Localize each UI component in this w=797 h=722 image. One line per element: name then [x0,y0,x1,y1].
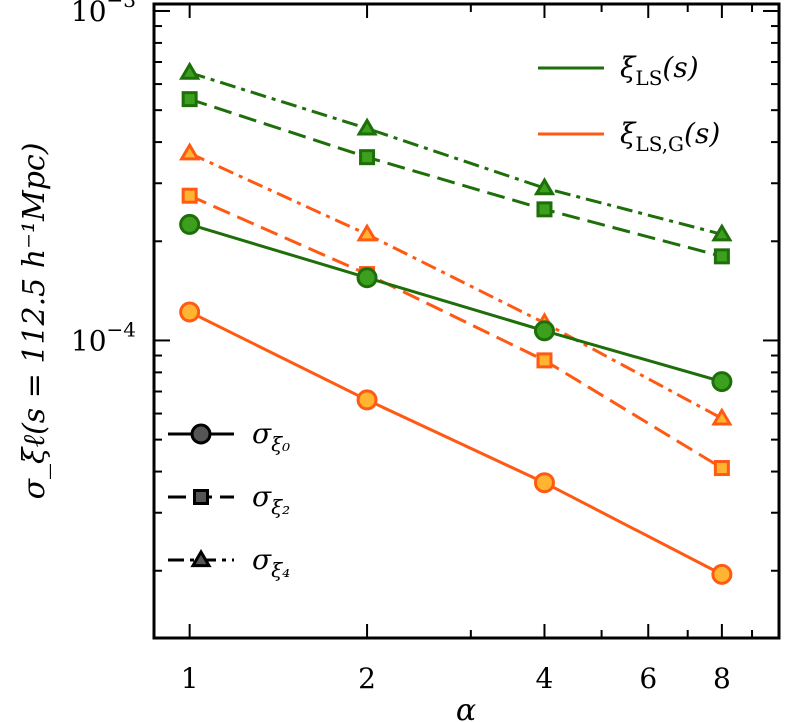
series-line [189,222,723,384]
data-point [533,177,556,196]
series-ls-xi4 [179,61,733,242]
series-ls-g-xi4 [179,142,733,426]
data-point [179,61,201,80]
data-point [711,223,733,242]
plot-frame [152,2,781,640]
x-axis-label: α [456,693,476,722]
data-point [359,149,376,166]
series-line [189,71,723,236]
series-line [189,194,723,470]
x-tick-label: 1 [181,662,199,695]
legend-style-label: σξ₄ [252,543,290,582]
legend-color-label: ξLS,G(s) [620,117,720,156]
x-tick-label: 6 [639,662,657,695]
data-point [713,460,730,477]
y-axis-label: σ_ξℓ(s = 112.5 h⁻¹Mpc) [17,143,52,500]
data-point [179,142,201,161]
series-ls-xi0 [179,213,733,393]
data-point [536,352,553,369]
data-point [533,320,555,342]
data-point [533,472,555,494]
data-point [356,223,378,242]
data-point [711,407,733,426]
data-point [356,389,378,411]
legend-style-marker [193,489,209,505]
data-point [711,563,733,585]
legend-style-label: σξ₀ [252,417,290,456]
legend-style-marker [190,423,212,445]
axis-ticks: 1 2 4 6 8 10−3 10−4 [71,0,779,695]
data-point [179,301,201,323]
axis-labels: α σ_ξℓ(s = 112.5 h⁻¹Mpc) [17,143,476,722]
data-point [356,267,378,289]
x-tick-label: 8 [713,662,731,695]
series-line [189,97,723,258]
data-point [711,371,733,393]
series-layer [179,61,733,585]
data-point [179,213,201,235]
x-tick-label: 4 [536,662,554,695]
data-point [356,117,378,136]
y-tick-label: 10−3 [71,0,136,28]
legend-color-label: ξLS(s) [620,51,699,90]
data-point [536,201,553,218]
data-point [713,248,730,265]
series-line [189,151,723,420]
data-point [181,187,198,204]
data-point [181,91,198,108]
y-tick-label: 10−4 [71,317,136,357]
legend-style-label: σξ₂ [252,480,290,519]
legend-style-marker [190,549,212,568]
series-line [188,310,723,576]
series-ls-g-xi0 [179,301,733,585]
legend: ξLS(s) ξLS,G(s) σξ₀ σξ₂ σξ₄ [168,51,720,582]
x-tick-label: 2 [358,662,376,695]
series-ls-xi2 [181,91,730,265]
